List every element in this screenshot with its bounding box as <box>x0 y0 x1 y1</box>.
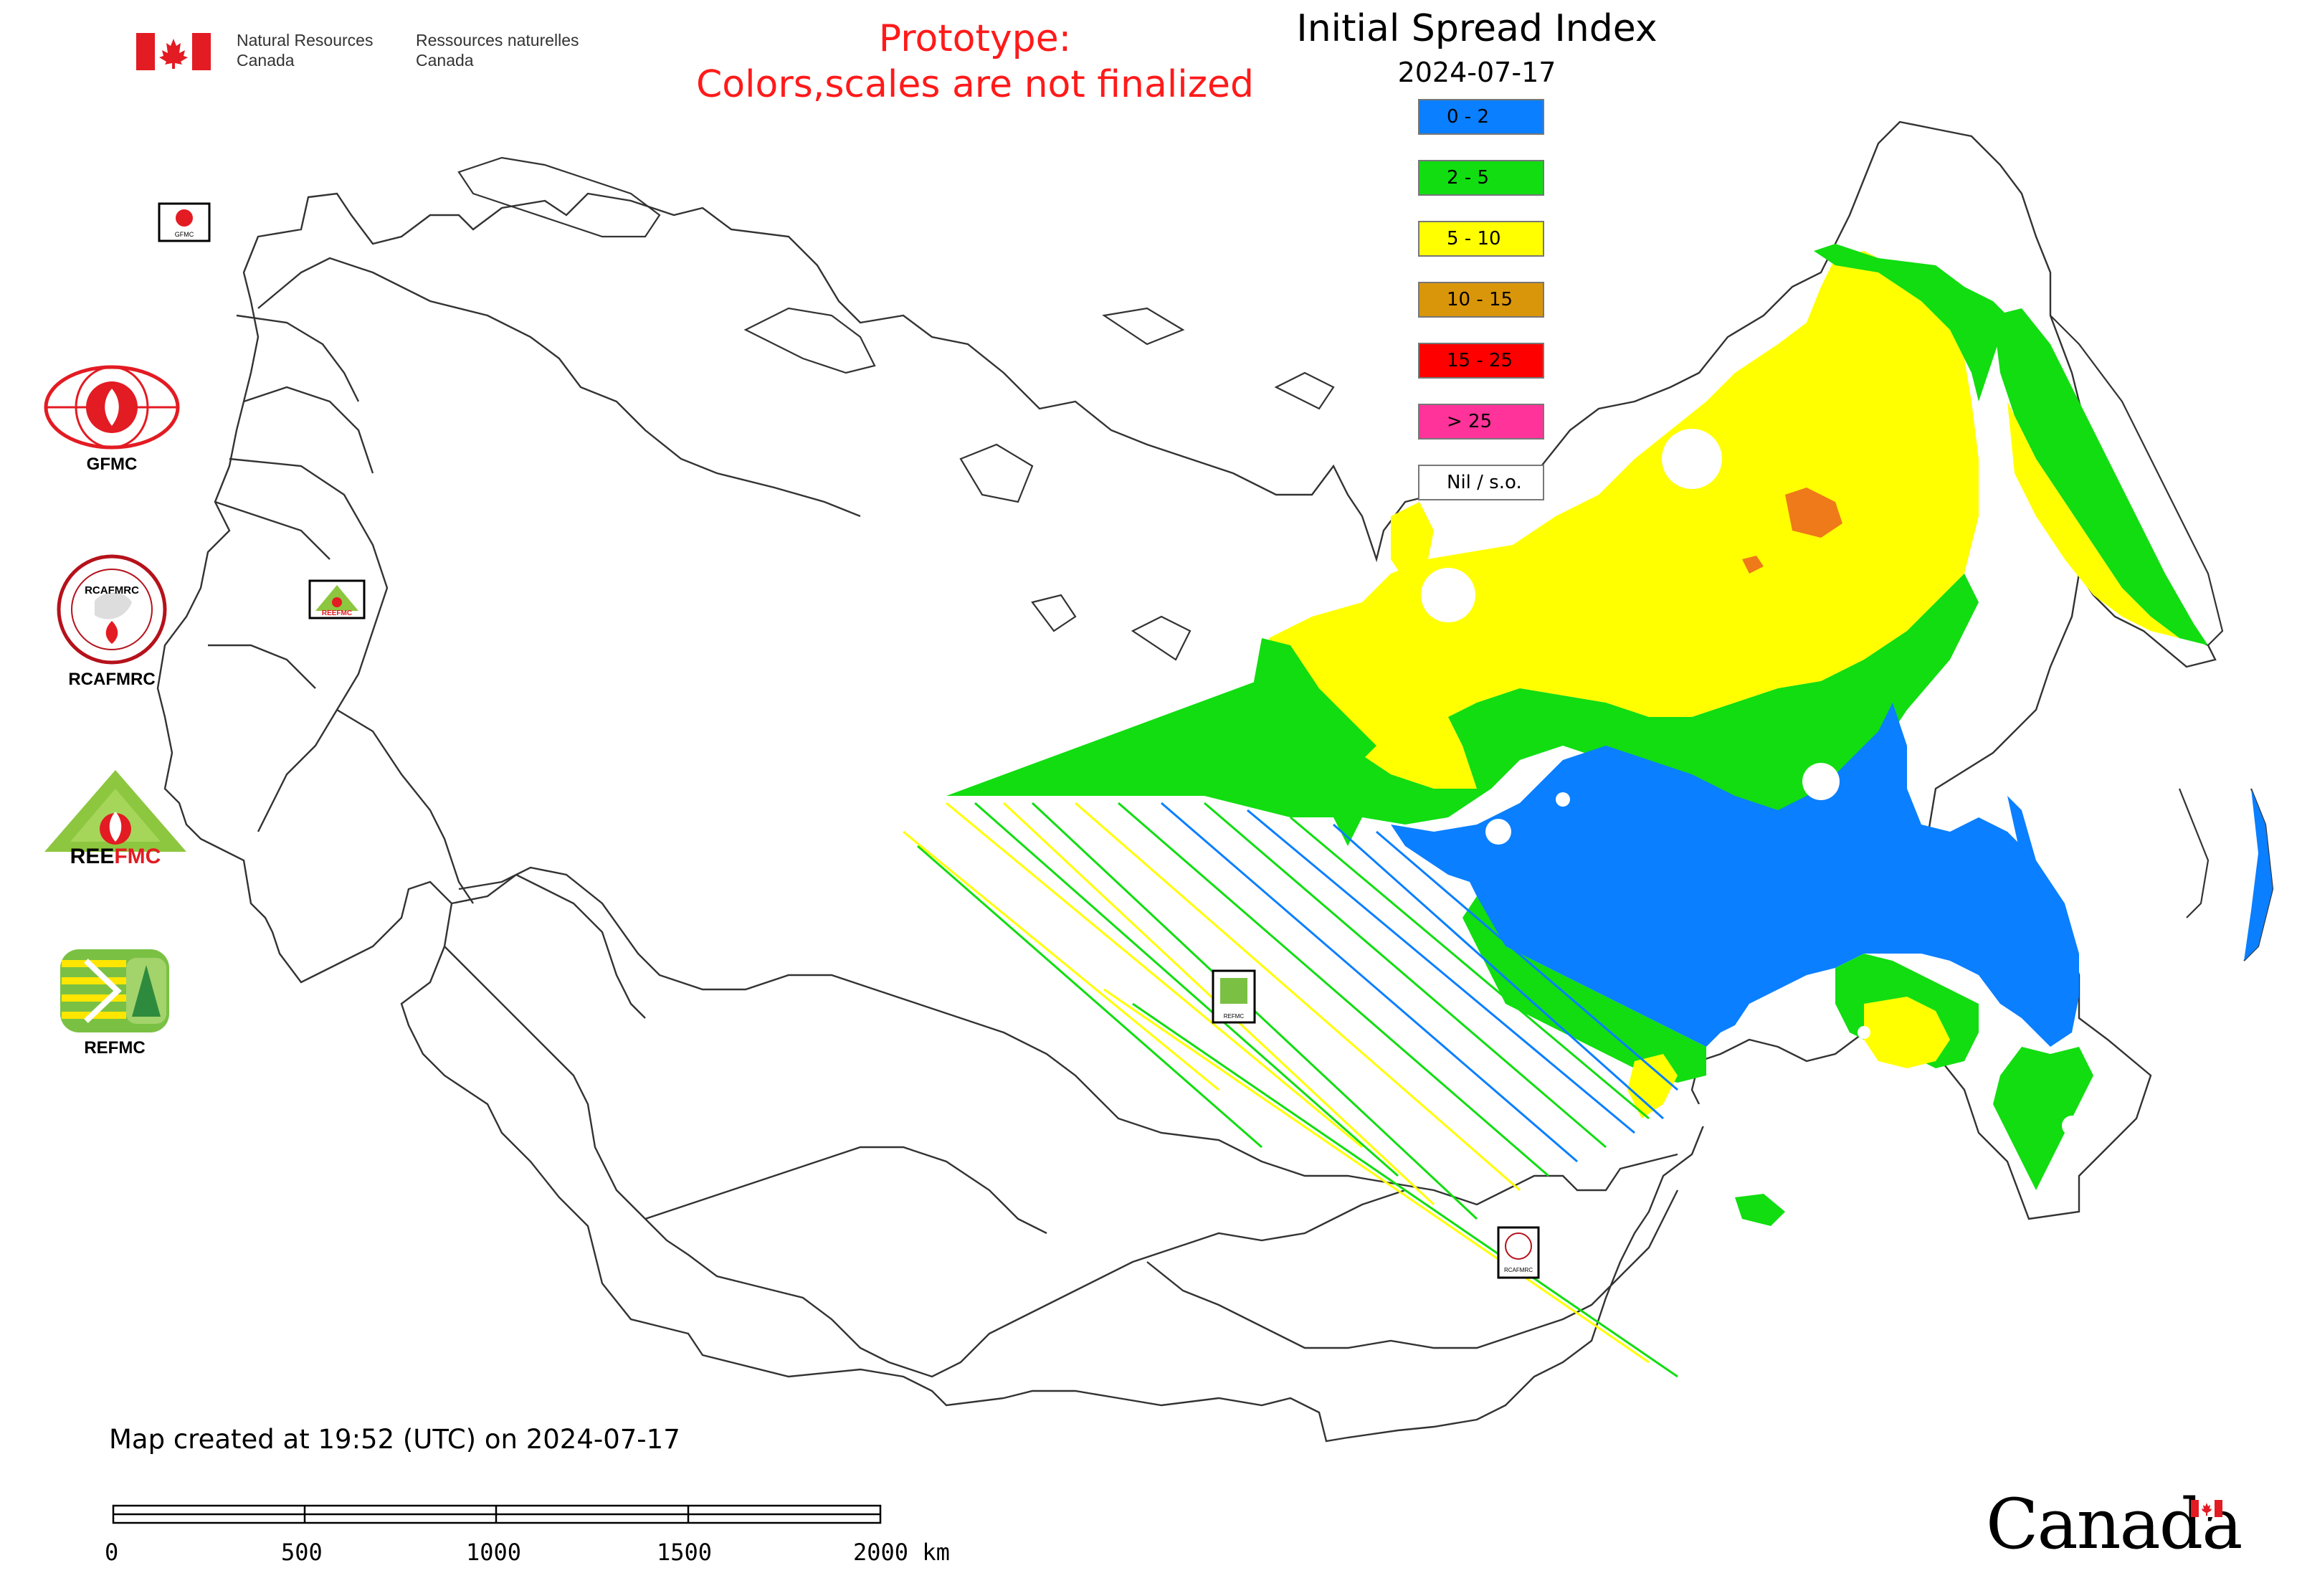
reefmc-logo: REEFMC <box>39 767 192 870</box>
prototype-line-2: Colors,scales are not finalized <box>695 63 1255 106</box>
scale-label-0: 0 <box>105 1539 119 1566</box>
zone-2-5-kamchatka <box>1993 308 2208 645</box>
canada-flag-icon <box>136 33 211 70</box>
zone-0-2-south <box>1391 703 2079 1047</box>
zone-5-10-kamchatka <box>2007 402 2179 638</box>
marker-refmc: REFMC <box>1212 969 1256 1024</box>
zone-2-5-southeast <box>1462 896 1706 1083</box>
gfmc-label: GFMC <box>86 455 138 474</box>
europe-borders <box>208 314 374 689</box>
zone-10-15-spot-2 <box>1742 556 1764 574</box>
legend-item: 2 - 5 <box>1418 160 1544 196</box>
legend-item: 15 - 25 <box>1418 343 1544 379</box>
legend-item: 10 - 15 <box>1418 282 1544 318</box>
marker-rcafmrc: RCAFMRC <box>1497 1226 1540 1279</box>
zone-2-5-sea-island <box>1735 1194 1785 1226</box>
refmc-sigma-icon <box>60 949 169 1032</box>
rcafmrc-label: RCAFMRC <box>68 670 156 689</box>
scandinavia-outline <box>257 257 861 518</box>
fip-signature: Natural Resources Canada Ressources natur… <box>136 26 602 76</box>
kazakhstan-south <box>444 946 1406 1378</box>
marker-reefmc: REEFMC <box>308 579 366 619</box>
isi-raster <box>903 244 2273 1378</box>
zone-0-2-sakhalin <box>2007 796 2079 975</box>
rcafmrc-logo: RCAFMRC RCAFMRC <box>54 552 169 690</box>
scale-label-1000: 1000 <box>466 1539 522 1566</box>
zone-5-10-north <box>1269 251 1979 789</box>
zone-0-2-islands <box>2244 789 2273 961</box>
svg-text:REEFMC: REEFMC <box>70 845 161 868</box>
marker-refmc-label: REFMC <box>1224 1013 1245 1020</box>
rcafmrc-seal-icon: RCAFMRC <box>57 554 167 665</box>
prototype-notice: Prototype: Colors,scales are not finaliz… <box>645 16 1305 108</box>
scale-bar <box>112 1504 882 1524</box>
border-line-3 <box>451 873 646 1019</box>
map-created-timestamp: Map created at 19:52 (UTC) on 2024-07-17 <box>109 1424 680 1455</box>
marker-gfmc-label: GFMC <box>175 231 194 238</box>
marker-rcafmrc-label: RCAFMRC <box>1504 1267 1533 1273</box>
legend-item: > 25 <box>1418 404 1544 440</box>
zone-2-5-west <box>1247 638 1376 796</box>
legend-item: 0 - 2 <box>1418 99 1544 135</box>
mongolia-border <box>1146 1189 1679 1349</box>
legend-item: 5 - 10 <box>1418 221 1544 257</box>
map-title: Initial Spread Index <box>1296 7 1657 50</box>
map-date: 2024-07-17 <box>1397 57 1556 88</box>
marker-reefmc-label: REEFMC <box>322 609 352 617</box>
zone-10-15-spot <box>1785 488 1842 538</box>
map-markers: GFMC REEFMC REFMC RCAFMRC <box>158 202 1540 1279</box>
border-line-2 <box>336 708 474 904</box>
nil-holes <box>1421 429 2082 1136</box>
prototype-line-1: Prototype: <box>878 17 1072 60</box>
border-line-1 <box>229 457 389 832</box>
zone-2-5-far-east <box>1993 1047 2093 1190</box>
gfmc-logo: GFMC <box>42 363 182 475</box>
refmc-logo: REFMC <box>57 946 172 1058</box>
gfmc-globe-icon <box>44 365 180 450</box>
zone-2-5-belt <box>946 574 1979 846</box>
legend-item: Nil / s.o. <box>1418 465 1544 500</box>
canada-wordmark: Canada <box>1986 1484 2242 1564</box>
scale-label-2000: 2000 km <box>853 1539 950 1566</box>
agency-name-en: Natural Resources Canada <box>237 31 374 70</box>
zone-2-5-chukotka <box>1814 244 2007 402</box>
scale-label-500: 500 <box>281 1539 323 1566</box>
wordmark-flag-icon <box>2191 1500 2222 1517</box>
scale-label-1500: 1500 <box>657 1539 713 1566</box>
zone-5-10-baikal <box>1627 1054 1678 1118</box>
agency-name-fr: Ressources naturelles Canada <box>416 31 579 70</box>
landmass-outline <box>156 120 2217 1443</box>
legend: 0 - 2 2 - 5 5 - 10 10 - 15 15 - 25 > 25 … <box>1418 99 1547 526</box>
central-asia-border <box>645 1146 1047 1235</box>
reefmc-triangle-icon: REEFMC <box>44 770 186 868</box>
zone-5-10-southeast <box>1864 997 1950 1068</box>
zone-5-10-yamal <box>1391 502 1434 581</box>
marker-gfmc: GFMC <box>158 202 211 242</box>
svg-text:RCAFMRC: RCAFMRC <box>85 584 139 597</box>
country-borders <box>156 120 2217 1443</box>
refmc-label: REFMC <box>84 1038 146 1058</box>
zone-5-10-nw <box>1269 617 1448 760</box>
